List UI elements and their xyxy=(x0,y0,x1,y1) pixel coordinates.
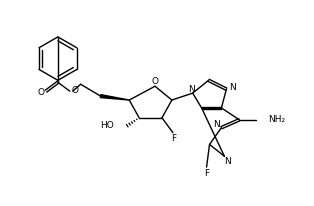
Text: NH₂: NH₂ xyxy=(268,115,285,124)
Text: N: N xyxy=(229,83,236,92)
Text: F: F xyxy=(204,169,209,178)
Polygon shape xyxy=(100,95,129,100)
Text: O: O xyxy=(71,86,78,95)
Text: F: F xyxy=(171,134,176,143)
Text: N: N xyxy=(224,157,231,166)
Text: O: O xyxy=(152,77,159,86)
Text: N: N xyxy=(188,85,195,94)
Text: O: O xyxy=(38,88,45,97)
Text: HO: HO xyxy=(100,121,113,130)
Text: N: N xyxy=(213,120,220,129)
